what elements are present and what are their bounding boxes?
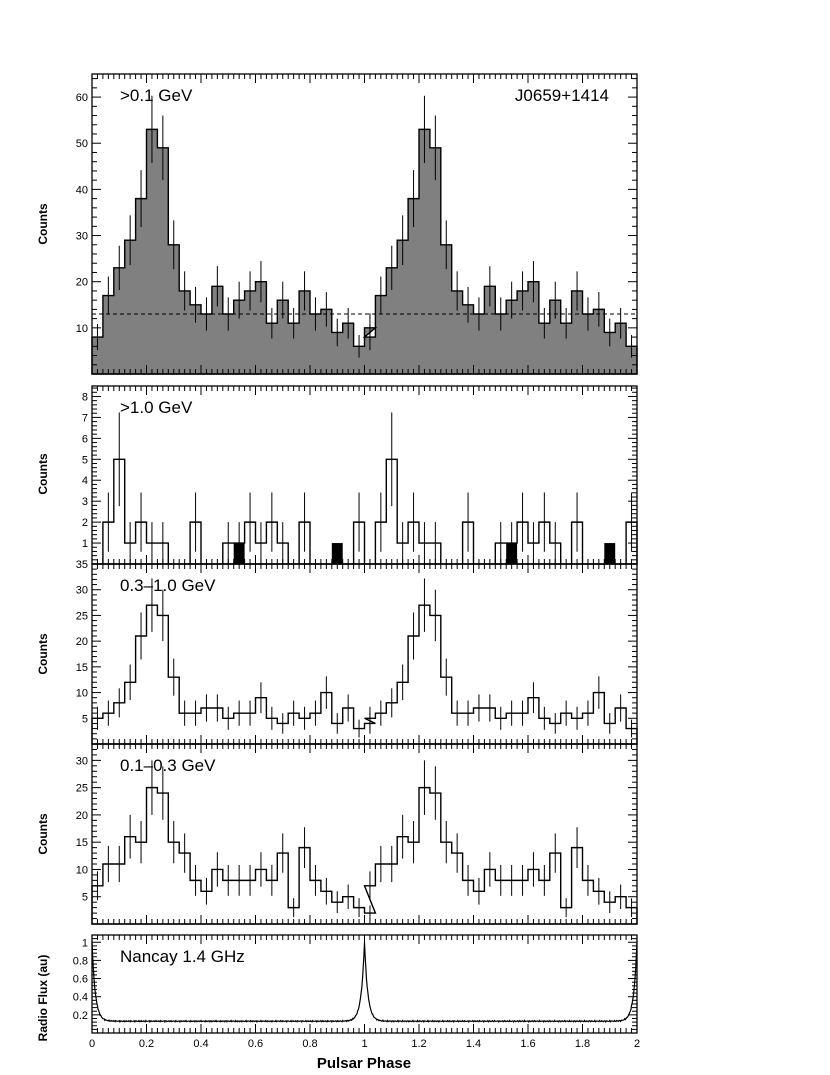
panel3-ytick-label: 30 [76, 585, 88, 597]
panel3-ytick-label: 20 [76, 636, 88, 648]
panel1-ytick-label: 30 [76, 231, 88, 243]
panel2-ytick-label: 3 [82, 496, 88, 508]
panel4-histogram [91, 786, 638, 925]
x-axis-title: Pulsar Phase [317, 1055, 411, 1072]
x-tick-label: 0.8 [302, 1038, 317, 1050]
panel2-ytick-label: 2 [82, 517, 88, 529]
panel4-ytick-label: 20 [76, 810, 88, 822]
x-tick-label: 1.8 [575, 1038, 590, 1050]
panel3-ytick-label: 5 [82, 713, 88, 725]
panel5-ylabel: Radio Flux (au) [36, 955, 50, 1042]
x-tick-label: 1.4 [466, 1038, 481, 1050]
panel4-ytick-label: 30 [76, 755, 88, 767]
panel5-ytick-label: 1 [82, 937, 88, 949]
x-tick-label: 2 [634, 1038, 640, 1050]
panel1-bin [147, 129, 158, 374]
panel1-ytick-label: 50 [76, 138, 88, 150]
x-tick-label: 0 [89, 1038, 95, 1050]
panel2-ytick-label: 5 [82, 454, 88, 466]
panel4-energy-label: 0.1–0.3 GeV [120, 756, 216, 775]
panel3-ytick-label: 35 [76, 559, 88, 571]
x-tick-label: 0.6 [248, 1038, 263, 1050]
panel5-ytick-label: 0.8 [73, 955, 88, 967]
x-tick-label: 0.4 [193, 1038, 208, 1050]
panel2-filled-bin [506, 543, 518, 564]
x-tick-label: 0.2 [139, 1038, 154, 1050]
panel1-ytick-label: 40 [76, 184, 88, 196]
panel2-ylabel: Counts [36, 453, 50, 495]
panel1-ytick-label: 10 [76, 323, 88, 335]
panel1-histogram [91, 128, 638, 375]
panel4-ytick-label: 5 [82, 892, 88, 904]
panel2-ytick-label: 4 [82, 475, 88, 487]
panel5-radio-label: Nancay 1.4 GHz [120, 947, 245, 966]
panel2-ytick-label: 8 [82, 391, 88, 403]
panel1-ytick-label: 20 [76, 277, 88, 289]
panel5-ytick-label: 0.6 [73, 974, 88, 986]
panel3-histogram [91, 604, 638, 745]
source-name-label: J0659+1414 [515, 86, 609, 105]
panel3-ytick-label: 25 [76, 610, 88, 622]
panel1-bin [157, 148, 168, 374]
panel3-ylabel: Counts [36, 633, 50, 675]
panel2-ytick-label: 7 [82, 412, 88, 424]
panel4-ylabel: Counts [36, 813, 50, 855]
panel1-bin [419, 129, 430, 374]
panel2-ytick-label: 6 [82, 433, 88, 445]
x-tick-label: 1 [361, 1038, 367, 1050]
panel4-ytick-label: 15 [76, 837, 88, 849]
panel5-ytick-label: 0.2 [73, 1010, 88, 1022]
x-tick-label: 1.6 [520, 1038, 535, 1050]
x-tick-label: 1.2 [411, 1038, 426, 1050]
panel5-ytick-label: 0.4 [73, 992, 88, 1004]
panel2-filled-bin [331, 543, 343, 564]
panel1-ylabel: Counts [36, 203, 50, 245]
panel2-ytick-label: 1 [82, 538, 88, 550]
panel2-energy-label: >1.0 GeV [120, 398, 193, 417]
panel4-ytick-label: 10 [76, 864, 88, 876]
panel3-energy-label: 0.3–1.0 GeV [120, 576, 216, 595]
panel2-filled-bin [604, 543, 616, 564]
panel1-ytick-label: 60 [76, 92, 88, 104]
panel4-ytick-label: 25 [76, 783, 88, 795]
panel2-filled-bin [233, 543, 245, 564]
panel3-ytick-label: 15 [76, 662, 88, 674]
panel1-energy-label: >0.1 GeV [120, 86, 193, 105]
panel3-ytick-label: 10 [76, 688, 88, 700]
panel1-bin [430, 148, 441, 374]
